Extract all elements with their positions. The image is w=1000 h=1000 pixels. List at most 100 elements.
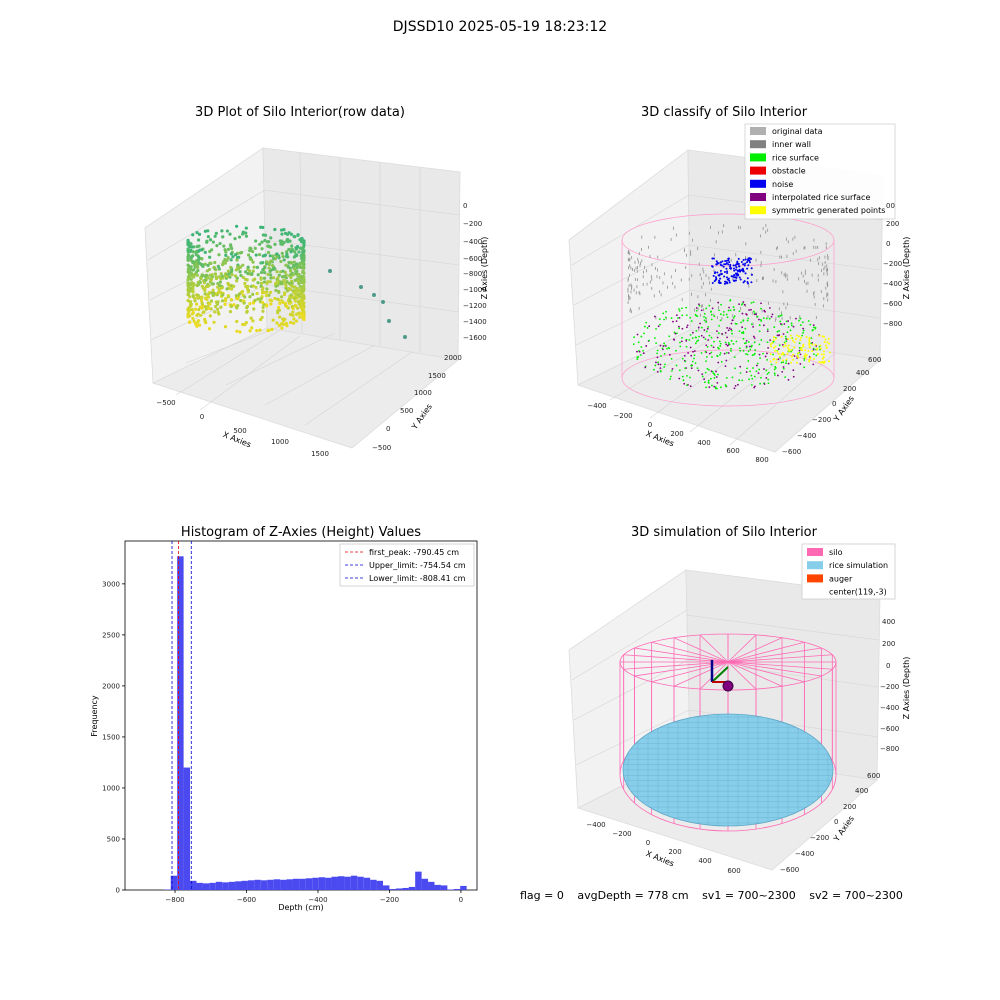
- rice-surface-point: [636, 350, 638, 353]
- symmetric-point: [819, 347, 822, 350]
- symmetric-point: [811, 350, 814, 353]
- rice-surface-point: [810, 337, 813, 340]
- noise-point: [742, 258, 745, 261]
- raw-point: [279, 295, 284, 299]
- raw-point: [292, 234, 296, 238]
- rice-surface-point: [754, 313, 757, 316]
- symmetric-point: [826, 341, 829, 344]
- rice-surface-point: [672, 320, 674, 323]
- flag-text: flag = 0: [520, 889, 564, 902]
- raw-point: [265, 290, 269, 294]
- rice-surface-point: [738, 379, 741, 382]
- histogram-bar: [228, 881, 236, 890]
- rice-surface-point: [718, 340, 721, 343]
- rice-surface-point: [681, 336, 683, 339]
- histogram-bar: [402, 887, 409, 890]
- raw-point: [202, 310, 206, 314]
- symmetric-point: [816, 353, 819, 356]
- rice-surface-point: [726, 336, 728, 339]
- noise-point: [733, 273, 736, 276]
- raw-point: [209, 307, 213, 311]
- raw-point: [190, 308, 194, 312]
- rice-surface-point: [686, 384, 688, 387]
- raw-point: [200, 301, 204, 306]
- rice-surface-point: [653, 368, 655, 371]
- raw-point: [189, 268, 193, 272]
- raw-ztick: −800: [463, 270, 482, 278]
- raw-point: [186, 258, 190, 262]
- rice-surface-point: [756, 362, 759, 365]
- rice-surface-point: [769, 339, 772, 341]
- rice-surface-point: [636, 333, 639, 336]
- rice-surface-point: [708, 304, 711, 307]
- raw-point: [225, 258, 229, 263]
- raw-point: [281, 300, 285, 304]
- rice-surface-point: [708, 352, 711, 355]
- rice-surface-point: [695, 336, 698, 339]
- rice-surface-point: [663, 352, 666, 355]
- raw-point: [186, 284, 190, 288]
- raw-point: [235, 329, 239, 333]
- histogram-legend-label: Lower_limit: -808.41 cm: [369, 574, 466, 583]
- rice-surface-point: [718, 324, 721, 327]
- rice-surface-point: [777, 348, 780, 350]
- raw-point: [284, 286, 288, 291]
- raw-point: [286, 265, 290, 269]
- rice-surface-point: [787, 378, 790, 381]
- rice-surface-point: [771, 313, 774, 316]
- raw-point: [233, 237, 237, 241]
- rice-surface-point: [725, 359, 728, 362]
- noise-point: [712, 274, 715, 277]
- raw-point: [219, 277, 223, 281]
- raw-point: [239, 298, 243, 303]
- rice-surface-point: [753, 337, 756, 339]
- rice-surface-point: [803, 366, 806, 369]
- raw-point: [290, 244, 294, 248]
- raw-point: [294, 253, 298, 257]
- rice-surface-point: [643, 325, 646, 328]
- raw-point: [268, 280, 272, 284]
- legend-label: inner wall: [772, 140, 811, 149]
- legend-label: original data: [772, 127, 823, 136]
- raw-point: [282, 292, 287, 297]
- rice-surface-point: [656, 371, 659, 373]
- rice-surface-point: [739, 365, 742, 368]
- histogram-ylabel: Frequency: [90, 695, 99, 737]
- raw-point: [292, 317, 296, 321]
- rice-surface-point: [679, 341, 681, 344]
- raw-point: [261, 286, 265, 290]
- symmetric-point: [803, 354, 806, 357]
- symmetric-point: [790, 348, 793, 351]
- noise-point: [711, 281, 714, 284]
- raw-point: [249, 316, 253, 320]
- noise-point: [711, 265, 714, 268]
- rice-surface-point: [686, 374, 688, 377]
- raw-point: [195, 321, 199, 325]
- rice-surface-point: [740, 332, 743, 334]
- noise-point: [746, 258, 749, 261]
- rice-surface-point: [678, 377, 681, 380]
- histogram-vlines: [171, 541, 192, 890]
- raw-point: [238, 270, 242, 274]
- raw-point: [186, 298, 190, 303]
- raw-xtick: 500: [233, 427, 246, 435]
- rice-surface-point: [742, 301, 745, 303]
- rice-surface-point: [779, 323, 782, 325]
- rice-surface-point: [725, 343, 728, 346]
- rice-surface-point: [735, 340, 738, 343]
- rice-surface-point: [670, 317, 673, 319]
- raw-ztick: −1600: [463, 334, 487, 342]
- noise-point: [724, 260, 727, 263]
- rice-surface-point: [671, 367, 674, 370]
- rice-surface-point: [773, 374, 776, 376]
- rice-surface-point: [762, 317, 765, 320]
- raw-point: [260, 315, 264, 320]
- noise-point: [726, 270, 729, 273]
- rice-surface-point: [753, 375, 756, 378]
- histogram-bar: [241, 880, 248, 890]
- noise-point: [718, 282, 721, 285]
- rice-surface-point: [642, 349, 644, 352]
- rice-surface-point: [723, 352, 726, 355]
- rice-surface-point: [745, 313, 747, 315]
- raw-point: [233, 274, 238, 278]
